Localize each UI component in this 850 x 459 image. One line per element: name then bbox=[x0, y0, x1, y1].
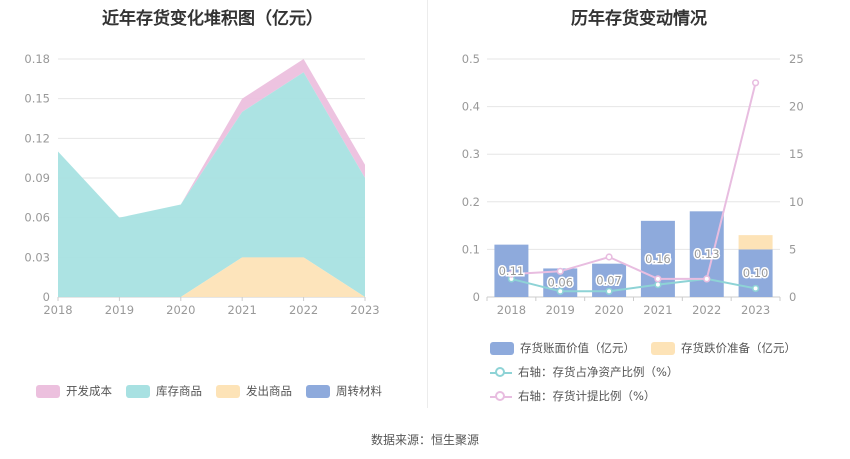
line-series-2 bbox=[511, 82, 757, 280]
legend-swatch bbox=[306, 384, 330, 398]
right-y2-tick-label: 25 bbox=[789, 52, 804, 66]
right-x-tick-label: 2021 bbox=[643, 303, 672, 317]
bar-book-value bbox=[689, 211, 724, 297]
data-source: 数据来源：恒生聚源 bbox=[370, 433, 479, 447]
left-legend-item[interactable]: 开发成本 bbox=[36, 383, 112, 399]
left-chart-title: 近年存货变化堆积图（亿元） bbox=[102, 9, 323, 29]
legend-label: 发出商品 bbox=[246, 384, 292, 398]
left-x-tick-label: 2021 bbox=[228, 303, 257, 317]
bar-value-label: 0.13 bbox=[694, 247, 720, 261]
line-point bbox=[654, 281, 662, 289]
left-y-tick-label: 0.18 bbox=[24, 52, 50, 66]
legend-swatch bbox=[126, 384, 150, 398]
legend-label: 存货跌价准备（亿元） bbox=[681, 341, 796, 355]
right-y2-tick-label: 10 bbox=[789, 195, 804, 209]
line-point bbox=[703, 275, 711, 283]
left-legend: 开发成本 库存商品 发出商品 周转材料 bbox=[36, 383, 382, 399]
left-x-tick-label: 2019 bbox=[105, 303, 134, 317]
legend-label: 右轴：存货计提比例（%） bbox=[518, 389, 656, 403]
left-x-tick-label: 2020 bbox=[166, 303, 195, 317]
left-x-tick-label: 2023 bbox=[350, 303, 379, 317]
bar-value-label: 0.11 bbox=[499, 264, 525, 278]
line-point bbox=[507, 270, 516, 278]
right-x-tick-label: 2023 bbox=[741, 303, 770, 317]
line-point bbox=[654, 275, 662, 283]
left-legend-item[interactable]: 库存商品 bbox=[126, 383, 202, 399]
right-y-tick-label: 0.4 bbox=[462, 100, 480, 114]
right-legend-item[interactable]: 右轴：存货计提比例（%） bbox=[490, 388, 655, 404]
right-x-tick-label: 2018 bbox=[497, 303, 526, 317]
right-chart-title: 历年存货变动情况 bbox=[571, 9, 707, 29]
line-series-1 bbox=[511, 277, 756, 293]
bar-provision bbox=[738, 235, 773, 250]
panel-divider bbox=[427, 0, 428, 408]
left-y-tick-label: 0 bbox=[43, 290, 50, 304]
right-y-tick-label: 0.3 bbox=[462, 147, 480, 161]
legend-label: 右轴：存货占净资产比例（%） bbox=[518, 365, 679, 379]
line-point bbox=[605, 253, 613, 261]
right-x-tick-label: 2019 bbox=[546, 303, 575, 317]
left-y-tick-label: 0.03 bbox=[24, 250, 50, 264]
legend-swatch bbox=[651, 341, 675, 355]
legend-label: 存货账面价值（亿元） bbox=[520, 341, 635, 355]
area-series-库存商品 bbox=[58, 72, 365, 297]
left-y-tick-label: 0.15 bbox=[24, 92, 50, 106]
right-y2-tick-label: 20 bbox=[789, 100, 804, 114]
line-point bbox=[751, 79, 760, 87]
line-point bbox=[751, 284, 760, 293]
right-legend-item[interactable]: 存货跌价准备（亿元） bbox=[651, 340, 796, 356]
legend-swatch bbox=[36, 384, 60, 398]
bar-value-label: 0.06 bbox=[547, 276, 573, 290]
left-y-tick-label: 0.12 bbox=[24, 131, 50, 145]
right-y-tick-label: 0.5 bbox=[462, 52, 480, 66]
right-x-tick-label: 2020 bbox=[594, 303, 623, 317]
left-legend-item[interactable]: 发出商品 bbox=[216, 383, 292, 399]
left-y-tick-label: 0.06 bbox=[24, 211, 50, 225]
area-series-发出商品 bbox=[58, 257, 365, 297]
line-point bbox=[556, 267, 564, 275]
right-y2-tick-label: 0 bbox=[789, 290, 796, 304]
line-point bbox=[556, 287, 564, 295]
right-x-tick-label: 2022 bbox=[692, 303, 721, 317]
bar-value-label: 0.07 bbox=[596, 273, 622, 287]
legend-line-marker bbox=[490, 390, 512, 403]
left-y-tick-label: 0.09 bbox=[24, 171, 50, 185]
right-y-tick-label: 0.1 bbox=[462, 242, 480, 256]
legend-swatch bbox=[490, 341, 514, 355]
left-legend-item[interactable]: 周转材料 bbox=[306, 383, 382, 399]
line-point bbox=[605, 287, 613, 295]
right-legend-item[interactable]: 存货账面价值（亿元） bbox=[490, 340, 635, 356]
legend-label: 库存商品 bbox=[156, 384, 202, 398]
legend-label: 开发成本 bbox=[66, 384, 112, 398]
legend-swatch bbox=[216, 384, 240, 398]
legend-label: 周转材料 bbox=[336, 384, 382, 398]
right-y-tick-label: 0 bbox=[473, 290, 480, 304]
bar-value-label: 0.16 bbox=[645, 252, 671, 266]
right-y-tick-label: 0.2 bbox=[462, 195, 480, 209]
left-x-tick-label: 2022 bbox=[289, 303, 318, 317]
legend-line-marker bbox=[490, 366, 512, 379]
right-y2-tick-label: 15 bbox=[789, 147, 804, 161]
right-y2-tick-label: 5 bbox=[789, 242, 796, 256]
bar-value-label: 0.10 bbox=[743, 266, 769, 280]
right-legend: 存货账面价值（亿元） 存货跌价准备（亿元） 右轴：存货占净资产比例（%） 右轴：存货计… bbox=[490, 336, 796, 408]
right-legend-item[interactable]: 右轴：存货占净资产比例（%） bbox=[490, 364, 678, 380]
left-x-tick-label: 2018 bbox=[43, 303, 72, 317]
